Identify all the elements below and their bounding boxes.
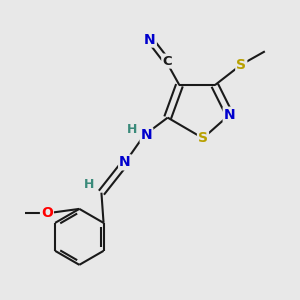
Text: O: O xyxy=(41,206,53,220)
Text: S: S xyxy=(236,58,246,72)
Text: N: N xyxy=(144,33,156,46)
Text: N: N xyxy=(224,108,235,122)
Text: H: H xyxy=(84,178,94,191)
Text: S: S xyxy=(198,131,208,145)
Text: H: H xyxy=(127,124,137,136)
Text: N: N xyxy=(141,128,152,142)
Text: N: N xyxy=(119,155,131,170)
Text: C: C xyxy=(162,55,172,68)
